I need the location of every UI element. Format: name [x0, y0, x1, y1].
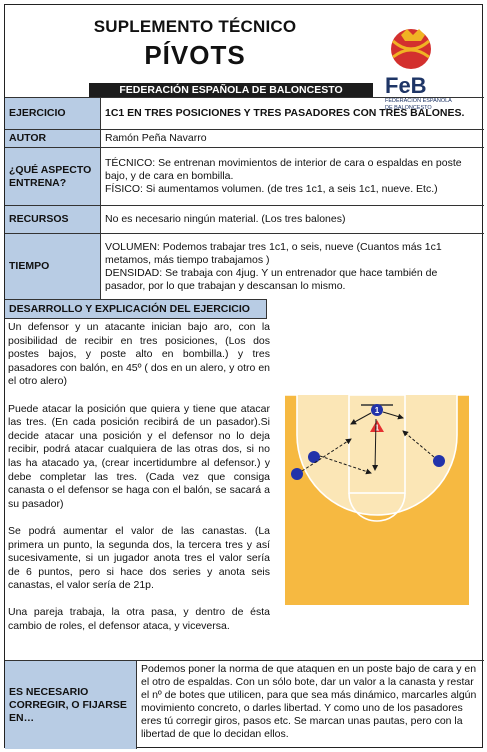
passer-player — [308, 451, 320, 463]
row-corrections: ES NECESARIO CORREGIR, O FIJARSE EN… Pod… — [5, 660, 484, 749]
row-label: TIEMPO — [5, 234, 101, 299]
density-text: DENSIDAD: Se trabaja con 4jug. Y un entr… — [105, 266, 438, 292]
attacker-label: 1 — [375, 406, 380, 415]
paragraph: Una pareja trabaja, la otra pasa, y dent… — [8, 606, 270, 633]
row-label: RECURSOS — [5, 206, 101, 233]
technical-sheet: SUPLEMENTO TÉCNICO PÍVOTS FEDERACIÓN ESP… — [4, 4, 484, 749]
volume-text: VOLUMEN: Podemos trabajar tres 1c1, o se… — [105, 240, 442, 266]
federation-banner: FEDERACIÓN ESPAÑOLA DE BALONCESTO — [89, 83, 373, 97]
row-label: AUTOR — [5, 130, 101, 147]
logo-subtitle-2: DE BALONCESTO — [385, 105, 432, 111]
logo-text: FeB — [385, 73, 427, 98]
section-title: DESARROLLO Y EXPLICACIÓN DEL EJERCICIO — [5, 299, 267, 319]
passer-player — [433, 455, 445, 467]
move-arrow — [372, 418, 379, 471]
pass-arrow — [402, 430, 435, 458]
defender-label: 1 — [375, 424, 380, 433]
row-value: Podemos poner la norma de que ataquen en… — [141, 663, 477, 740]
move-arrow — [350, 412, 372, 425]
row-label: ¿QUÉ ASPECTO ENTRENA? — [5, 148, 101, 205]
row-value: 1C1 EN TRES POSICIONES Y TRES PASADORES … — [105, 107, 465, 119]
page-title: PÍVOTS — [144, 40, 246, 70]
defender-player — [370, 420, 384, 432]
supplement-title: SUPLEMENTO TÉCNICO — [93, 17, 297, 36]
row-label: ES NECESARIO CORREGIR, O FIJARSE EN… — [5, 661, 137, 749]
paragraph: Un defensor y un atacante inician bajo a… — [8, 321, 270, 388]
explanation-body: Un defensor y un atacante inician bajo a… — [8, 321, 270, 647]
row-exercise: EJERCICIO 1C1 EN TRES POSICIONES Y TRES … — [5, 97, 484, 129]
move-arrow — [382, 411, 404, 420]
technical-text: TÉCNICO: Se entrenan movimientos de inte… — [105, 157, 462, 182]
logo-subtitle-1: FEDERACIÓN ESPAÑOLA — [385, 97, 452, 104]
row-value: Ramón Peña Navarro — [105, 132, 207, 144]
court-diagram: 1 1 — [275, 323, 479, 619]
passer-player — [291, 468, 303, 480]
physical-text: FÍSICO: Si aumentamos volumen. (de tres … — [105, 183, 438, 195]
feb-logo: FeB FEDERACIÓN ESPAÑOLA DE BALONCESTO — [385, 29, 452, 111]
pass-arrow — [319, 455, 372, 475]
row-value: VOLUMEN: Podemos trabajar tres 1c1, o se… — [101, 234, 484, 299]
attacker-player — [371, 404, 383, 416]
row-value: No es necesario ningún material. (Los tr… — [105, 213, 346, 225]
row-value: TÉCNICO: Se entrenan movimientos de inte… — [101, 148, 484, 205]
row-label: EJERCICIO — [5, 98, 101, 129]
paragraph: Puede atacar la posición que quiera y ti… — [8, 402, 270, 510]
row-time: TIEMPO VOLUMEN: Podemos trabajar tres 1c… — [5, 233, 484, 299]
row-aspect: ¿QUÉ ASPECTO ENTRENA? TÉCNICO: Se entren… — [5, 147, 484, 205]
paragraph: Se podrá aumentar el valor de las canast… — [8, 524, 270, 592]
row-resources: RECURSOS No es necesario ningún material… — [5, 205, 484, 233]
row-author: AUTOR Ramón Peña Navarro — [5, 129, 484, 147]
